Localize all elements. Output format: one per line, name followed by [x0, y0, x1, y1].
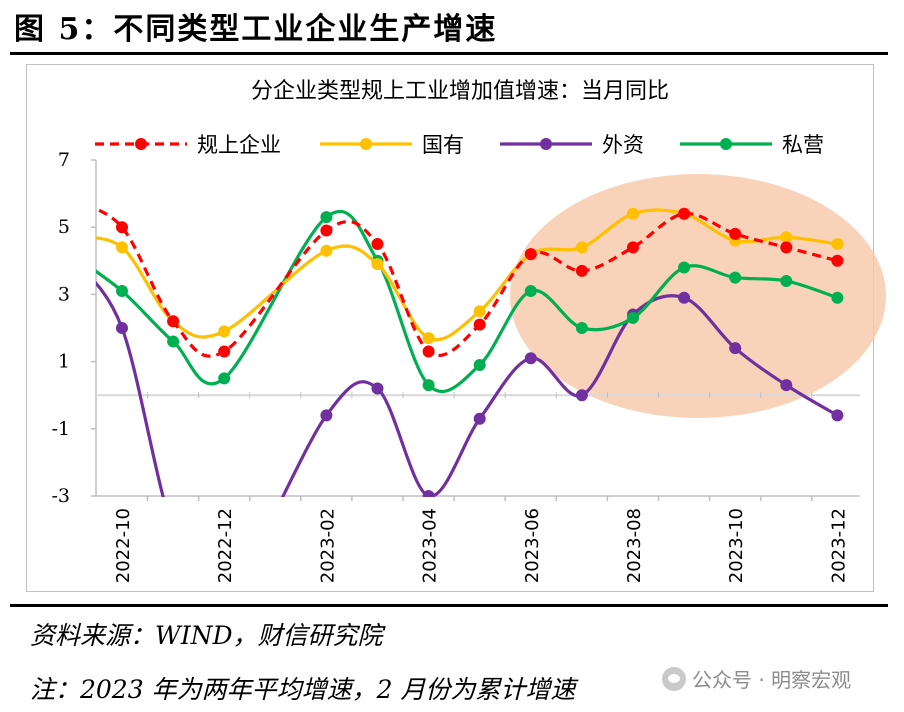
data-point	[320, 409, 333, 422]
data-point	[729, 227, 742, 240]
x-tick-label: 2023-08	[624, 508, 645, 583]
series-0	[96, 207, 844, 358]
y-tick-label: -1	[51, 418, 70, 440]
data-point	[524, 248, 537, 261]
data-point	[371, 258, 384, 271]
data-point	[678, 261, 691, 274]
figure-title: 图 5：不同类型工业企业生产增速	[14, 12, 498, 47]
legend-label: 规上企业	[197, 133, 281, 157]
data-point	[627, 241, 639, 254]
data-point	[371, 238, 384, 250]
legend-marker	[135, 138, 147, 150]
data-point	[218, 372, 231, 385]
data-point	[831, 291, 844, 304]
data-point	[780, 274, 793, 287]
data-point	[678, 291, 691, 304]
data-point	[729, 342, 742, 355]
legend-item: 规上企业	[95, 133, 281, 157]
data-point	[422, 379, 435, 392]
data-point	[422, 490, 435, 497]
source-note: 资料来源：WIND，财信研究院	[30, 621, 383, 650]
data-point	[729, 271, 742, 284]
x-tick-label: 2023-04	[420, 508, 441, 583]
legend: 规上企业 国有 外资 私营	[95, 133, 824, 157]
data-point	[831, 409, 844, 422]
data-point	[218, 325, 231, 338]
legend-item: 外资	[500, 133, 644, 157]
legend-item: 国有	[320, 133, 464, 157]
x-tick-label: 2023-06	[522, 508, 543, 583]
series-2	[96, 280, 844, 603]
data-point	[371, 382, 384, 395]
footnote: 注：2023 年为两年平均增速，2 月份为累计增速	[30, 675, 576, 704]
chart-title: 分企业类型规上工业增加值增速：当月同比	[251, 79, 669, 104]
highlight-region	[510, 174, 886, 418]
legend-marker	[720, 138, 732, 150]
y-tick-label: 1	[58, 351, 70, 373]
data-point	[116, 241, 128, 254]
data-point	[575, 322, 588, 334]
data-point	[218, 345, 231, 358]
data-point	[831, 238, 844, 250]
data-point	[575, 264, 588, 277]
data-point	[473, 305, 486, 318]
data-point	[524, 352, 537, 365]
x-tick-label: 2022-12	[215, 508, 236, 583]
data-point	[831, 254, 844, 267]
data-point	[627, 207, 639, 220]
legend-label: 国有	[422, 133, 464, 157]
legend-marker	[540, 138, 552, 150]
x-tick-label: 2022-10	[113, 508, 134, 583]
data-point	[320, 224, 333, 237]
top-rule	[10, 52, 888, 55]
y-tick-label: 3	[58, 283, 70, 305]
wechat-icon	[662, 666, 686, 691]
data-point	[780, 231, 793, 244]
watermark-text: 公众号 · 明察宏观	[692, 668, 852, 692]
bottom-rule	[10, 604, 888, 607]
legend-marker	[360, 138, 372, 150]
legend-label: 外资	[602, 133, 644, 157]
data-point	[473, 318, 486, 331]
legend-label: 私营	[782, 133, 824, 157]
y-tick-label: 5	[58, 216, 70, 238]
data-point	[780, 379, 793, 392]
y-tick-label: -3	[51, 485, 70, 507]
axes: -3 -1 1 3 5 7 2022-10 2022-12 2023-02 2023-04 2023…	[51, 149, 860, 583]
legend-item: 私营	[680, 133, 824, 157]
x-tick-label: 2023-02	[317, 508, 338, 583]
data-point	[320, 211, 333, 224]
data-point	[218, 591, 230, 603]
data-point	[627, 311, 639, 324]
data-point	[167, 335, 180, 348]
data-point	[422, 332, 435, 345]
data-point	[678, 207, 691, 220]
data-point	[524, 285, 537, 298]
data-point	[575, 389, 588, 402]
data-point	[167, 315, 180, 328]
data-point	[116, 285, 128, 298]
series-3	[96, 209, 844, 393]
x-tick-label: 2023-10	[726, 508, 747, 583]
watermark: 公众号 · 明察宏观	[662, 664, 851, 693]
data-point	[320, 244, 333, 257]
data-point	[167, 524, 179, 536]
data-point	[116, 322, 128, 334]
data-point	[575, 241, 588, 254]
series-line	[96, 207, 838, 358]
y-tick-label: 7	[58, 149, 70, 171]
data-point	[780, 241, 793, 254]
series-line	[96, 208, 838, 342]
data-point	[473, 412, 486, 425]
x-tick-label: 2023-12	[828, 508, 849, 583]
data-point	[422, 345, 435, 358]
data-point	[116, 221, 128, 234]
series-layer	[96, 207, 844, 603]
series-line	[96, 209, 838, 393]
data-point	[473, 358, 486, 371]
